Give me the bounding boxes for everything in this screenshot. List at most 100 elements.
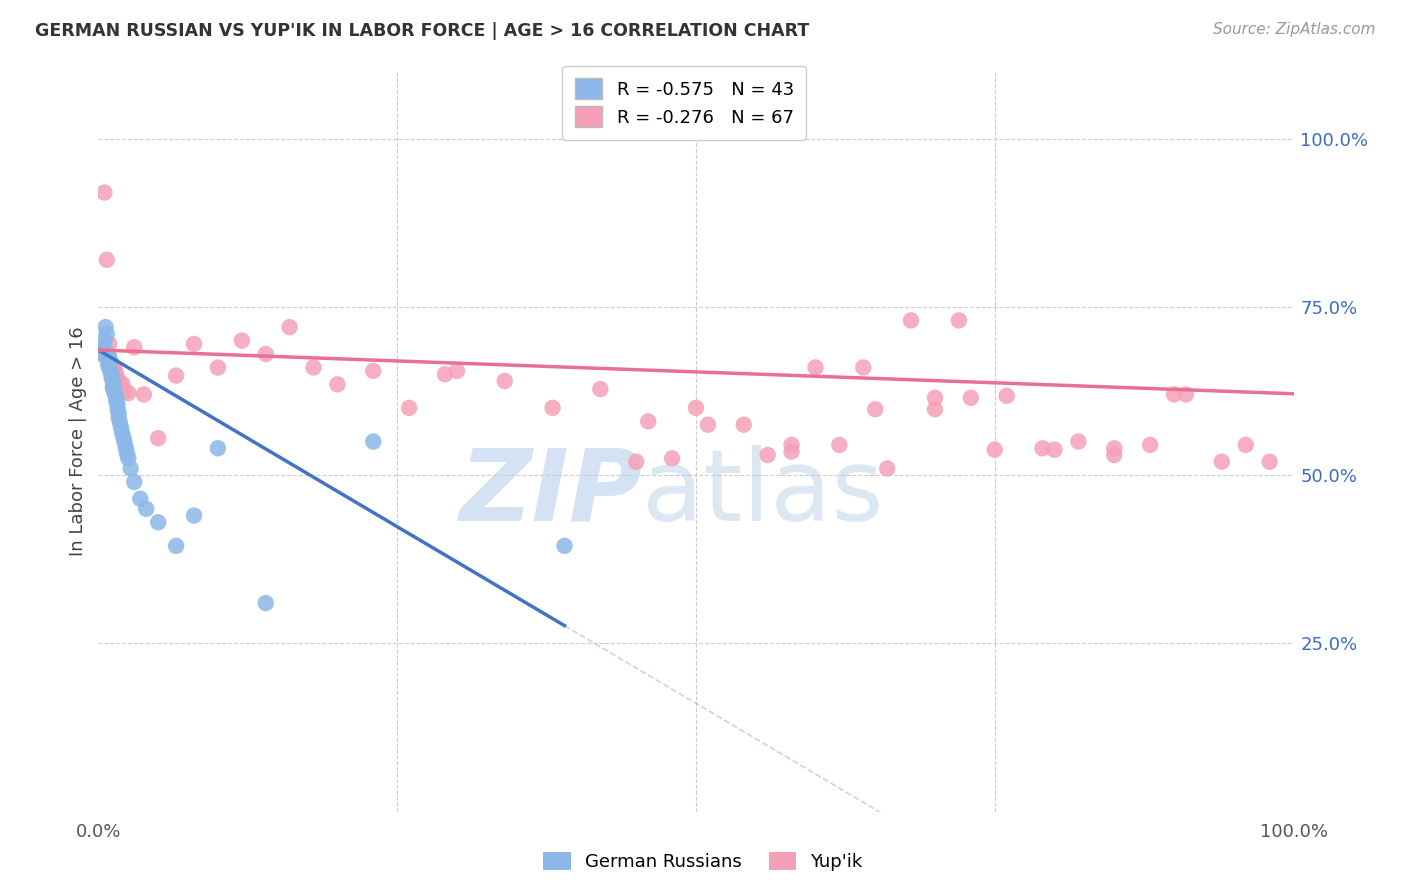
Point — [960, 391, 983, 405]
Point — [105, 394, 128, 409]
Point — [132, 387, 155, 401]
Point — [446, 364, 468, 378]
Point — [110, 421, 132, 435]
Point — [103, 360, 125, 375]
Point — [924, 391, 946, 405]
Legend: R = -0.575   N = 43, R = -0.276   N = 67: R = -0.575 N = 43, R = -0.276 N = 67 — [562, 66, 807, 140]
Text: atlas: atlas — [643, 445, 884, 541]
Point — [108, 379, 131, 393]
Point — [111, 376, 134, 391]
Point — [98, 364, 122, 378]
Point — [114, 436, 136, 450]
Point — [876, 461, 898, 475]
Point — [231, 334, 253, 348]
Point — [108, 416, 131, 430]
Point — [948, 313, 970, 327]
Point — [589, 382, 612, 396]
Point — [363, 434, 385, 449]
Point — [96, 326, 118, 341]
Point — [104, 387, 127, 401]
Point — [398, 401, 420, 415]
Point — [105, 368, 128, 383]
Point — [100, 370, 122, 384]
Point — [94, 320, 117, 334]
Point — [900, 313, 922, 327]
Point — [254, 596, 277, 610]
Point — [97, 357, 120, 371]
Point — [984, 442, 1007, 457]
Point — [135, 501, 157, 516]
Point — [100, 368, 122, 382]
Point — [1175, 387, 1198, 401]
Point — [852, 360, 875, 375]
Point — [148, 431, 170, 445]
Point — [756, 448, 779, 462]
Point — [107, 411, 129, 425]
Point — [1163, 387, 1185, 401]
Text: GERMAN RUSSIAN VS YUP'IK IN LABOR FORCE | AGE > 16 CORRELATION CHART: GERMAN RUSSIAN VS YUP'IK IN LABOR FORCE … — [35, 22, 810, 40]
Point — [105, 391, 128, 405]
Point — [101, 381, 124, 395]
Point — [494, 374, 516, 388]
Point — [780, 438, 803, 452]
Point — [100, 362, 122, 376]
Point — [363, 364, 385, 378]
Point — [326, 377, 349, 392]
Point — [697, 417, 720, 432]
Point — [1211, 455, 1233, 469]
Point — [254, 347, 277, 361]
Point — [101, 366, 124, 380]
Point — [107, 406, 129, 420]
Point — [626, 455, 648, 469]
Text: Source: ZipAtlas.com: Source: ZipAtlas.com — [1212, 22, 1375, 37]
Point — [98, 357, 122, 371]
Point — [1104, 442, 1126, 456]
Point — [1067, 434, 1090, 449]
Point — [302, 360, 325, 375]
Point — [120, 461, 142, 475]
Point — [1032, 442, 1054, 456]
Point — [165, 539, 187, 553]
Point — [148, 516, 170, 530]
Point — [924, 402, 946, 417]
Point — [115, 442, 138, 456]
Point — [541, 401, 564, 415]
Point — [96, 252, 118, 267]
Point — [98, 337, 121, 351]
Point — [207, 442, 229, 456]
Point — [165, 368, 187, 383]
Point — [117, 386, 139, 401]
Point — [97, 347, 120, 361]
Point — [103, 377, 125, 392]
Point — [103, 384, 125, 398]
Point — [93, 334, 115, 348]
Point — [124, 340, 146, 354]
Point — [101, 374, 124, 388]
Point — [98, 360, 121, 375]
Point — [129, 491, 152, 506]
Point — [91, 340, 114, 354]
Legend: German Russians, Yup'ik: German Russians, Yup'ik — [536, 845, 870, 879]
Text: ZIP: ZIP — [460, 445, 643, 541]
Point — [124, 475, 146, 489]
Point — [91, 347, 114, 361]
Point — [637, 414, 659, 428]
Point — [995, 389, 1018, 403]
Point — [1139, 438, 1161, 452]
Point — [207, 360, 229, 375]
Point — [98, 351, 121, 365]
Point — [804, 360, 827, 375]
Point — [93, 186, 115, 200]
Point — [733, 417, 755, 432]
Point — [107, 376, 129, 390]
Point — [661, 451, 683, 466]
Point — [278, 320, 301, 334]
Y-axis label: In Labor Force | Age > 16: In Labor Force | Age > 16 — [69, 326, 87, 557]
Point — [91, 347, 114, 361]
Point — [434, 368, 457, 382]
Point — [111, 426, 134, 441]
Point — [98, 353, 122, 368]
Point — [104, 364, 127, 378]
Point — [183, 508, 205, 523]
Point — [685, 401, 707, 415]
